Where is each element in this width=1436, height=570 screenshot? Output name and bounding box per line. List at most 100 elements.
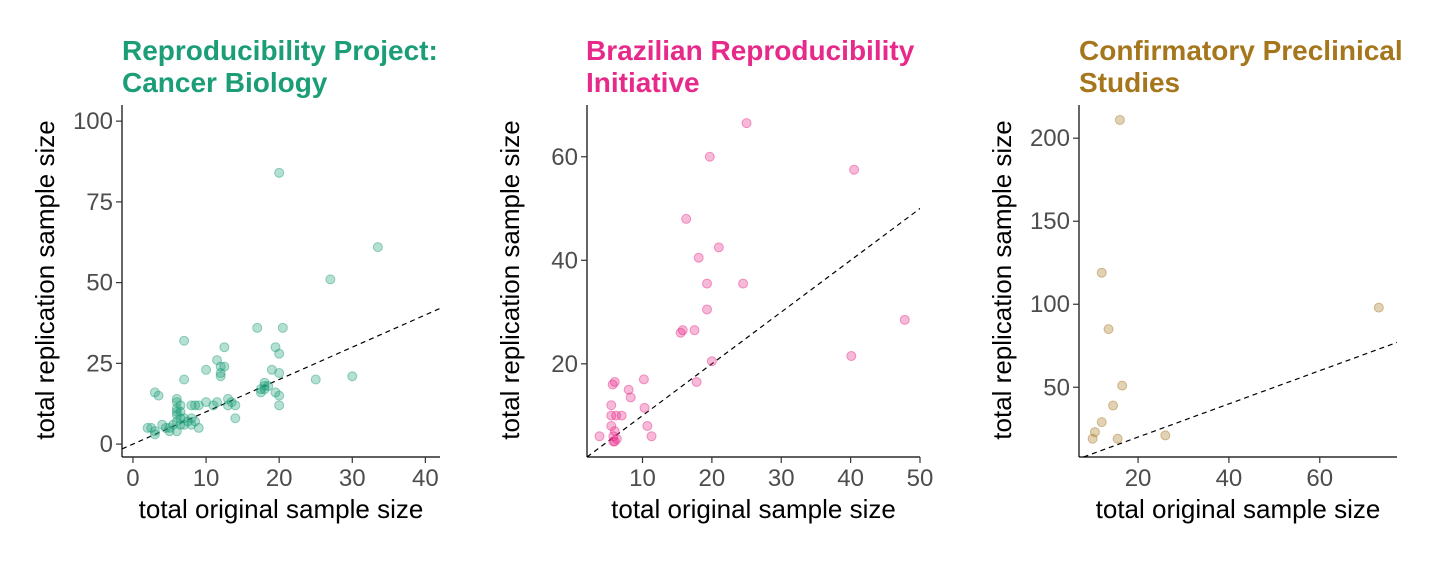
data-point — [609, 436, 620, 447]
data-point — [179, 419, 190, 430]
data-point — [1117, 380, 1128, 391]
data-point — [706, 356, 717, 367]
y-tick-label: 20 — [551, 351, 578, 378]
y-tick-label: 50 — [1043, 374, 1070, 401]
data-point — [274, 167, 285, 178]
y-tick-label: 40 — [551, 247, 578, 274]
data-point — [274, 390, 285, 401]
x-tick-label: 30 — [339, 465, 366, 492]
title-line: Confirmatory Preclinical — [1079, 35, 1403, 66]
reference-line — [1083, 341, 1397, 457]
data-point — [175, 413, 186, 424]
y-tick-label: 150 — [1030, 208, 1070, 235]
x-tick-label: 50 — [907, 465, 934, 492]
panel-title-rpcb: Reproducibility Project: Cancer Biology — [122, 35, 438, 99]
data-point — [252, 322, 263, 333]
data-point — [638, 374, 649, 385]
data-point — [186, 419, 197, 430]
y-tick-label: 75 — [86, 189, 113, 216]
data-point — [741, 118, 752, 129]
data-point — [190, 400, 201, 411]
data-point — [266, 364, 277, 375]
data-point — [142, 422, 153, 433]
panel-title-bri: Brazilian Reproducibility Initiative — [586, 35, 914, 99]
data-point — [226, 397, 237, 408]
panel-title-cps: Confirmatory Preclinical Studies — [1079, 35, 1403, 99]
y-axis-title: total replication sample size — [30, 120, 60, 439]
x-tick-label: 20 — [266, 465, 293, 492]
data-point — [642, 420, 653, 431]
data-point — [1160, 430, 1171, 441]
data-point — [594, 431, 605, 442]
data-point — [230, 413, 241, 424]
data-point — [310, 374, 321, 385]
data-point — [186, 413, 197, 424]
data-point — [171, 403, 182, 414]
x-tick-label: 40 — [412, 465, 439, 492]
y-tick-label: 100 — [73, 108, 113, 135]
data-point — [738, 278, 749, 289]
data-point — [1089, 427, 1100, 438]
data-point — [1087, 433, 1098, 444]
data-point — [171, 406, 182, 417]
data-point — [149, 387, 160, 398]
data-point — [149, 429, 160, 440]
data-point — [616, 410, 627, 421]
x-tick-label: 10 — [193, 465, 220, 492]
y-axis-title: total replication sample size — [495, 120, 525, 439]
x-axis-title: total original sample size — [1096, 494, 1381, 524]
data-point — [186, 400, 197, 411]
data-point — [611, 433, 622, 444]
data-point — [193, 422, 204, 433]
data-point — [691, 376, 702, 387]
title-line: Studies — [1079, 67, 1181, 98]
title-line: Cancer Biology — [122, 67, 328, 98]
data-point — [175, 419, 186, 430]
title-line: Reproducibility Project: — [122, 35, 438, 66]
x-tick-label: 20 — [1125, 465, 1152, 492]
data-point — [849, 164, 860, 175]
data-point — [608, 431, 619, 442]
x-tick-label: 40 — [837, 465, 864, 492]
y-tick-label: 200 — [1030, 125, 1070, 152]
data-point — [606, 410, 617, 421]
data-point — [675, 327, 686, 338]
scatter-panel: 20 40 60 50 100 150 200 total original sample s… — [987, 105, 1397, 524]
data-point — [274, 368, 285, 379]
x-tick-label: 20 — [699, 465, 726, 492]
data-point — [899, 314, 910, 325]
y-tick-label: 100 — [1030, 291, 1070, 318]
data-point — [1373, 302, 1384, 313]
x-tick-label: 30 — [768, 465, 795, 492]
data-point — [702, 304, 713, 315]
data-point — [208, 400, 219, 411]
scatter-panel: 0 10 20 30 40 0 25 50 75 100 total original sample… — [30, 105, 440, 524]
data-point — [274, 400, 285, 411]
data-point — [609, 426, 620, 437]
data-point — [713, 242, 724, 253]
data-point — [201, 364, 212, 375]
data-point — [689, 325, 700, 336]
data-point — [259, 377, 270, 388]
data-point — [157, 419, 168, 430]
y-tick-label: 50 — [86, 270, 113, 297]
data-point — [168, 419, 179, 430]
data-point — [639, 402, 650, 413]
data-point — [212, 355, 223, 366]
data-point — [1096, 417, 1107, 428]
data-point — [609, 376, 620, 387]
data-point — [215, 368, 226, 379]
y-axis-title: total replication sample size — [987, 120, 1017, 439]
y-tick-label: 25 — [86, 350, 113, 377]
data-point — [215, 371, 226, 382]
title-line: Brazilian Reproducibility — [586, 35, 915, 66]
data-point — [325, 274, 336, 285]
data-point — [219, 342, 230, 353]
data-point — [255, 387, 266, 398]
data-point — [219, 361, 230, 372]
data-point — [215, 361, 226, 372]
data-point — [646, 431, 657, 442]
data-point — [175, 400, 186, 411]
data-point — [171, 393, 182, 404]
